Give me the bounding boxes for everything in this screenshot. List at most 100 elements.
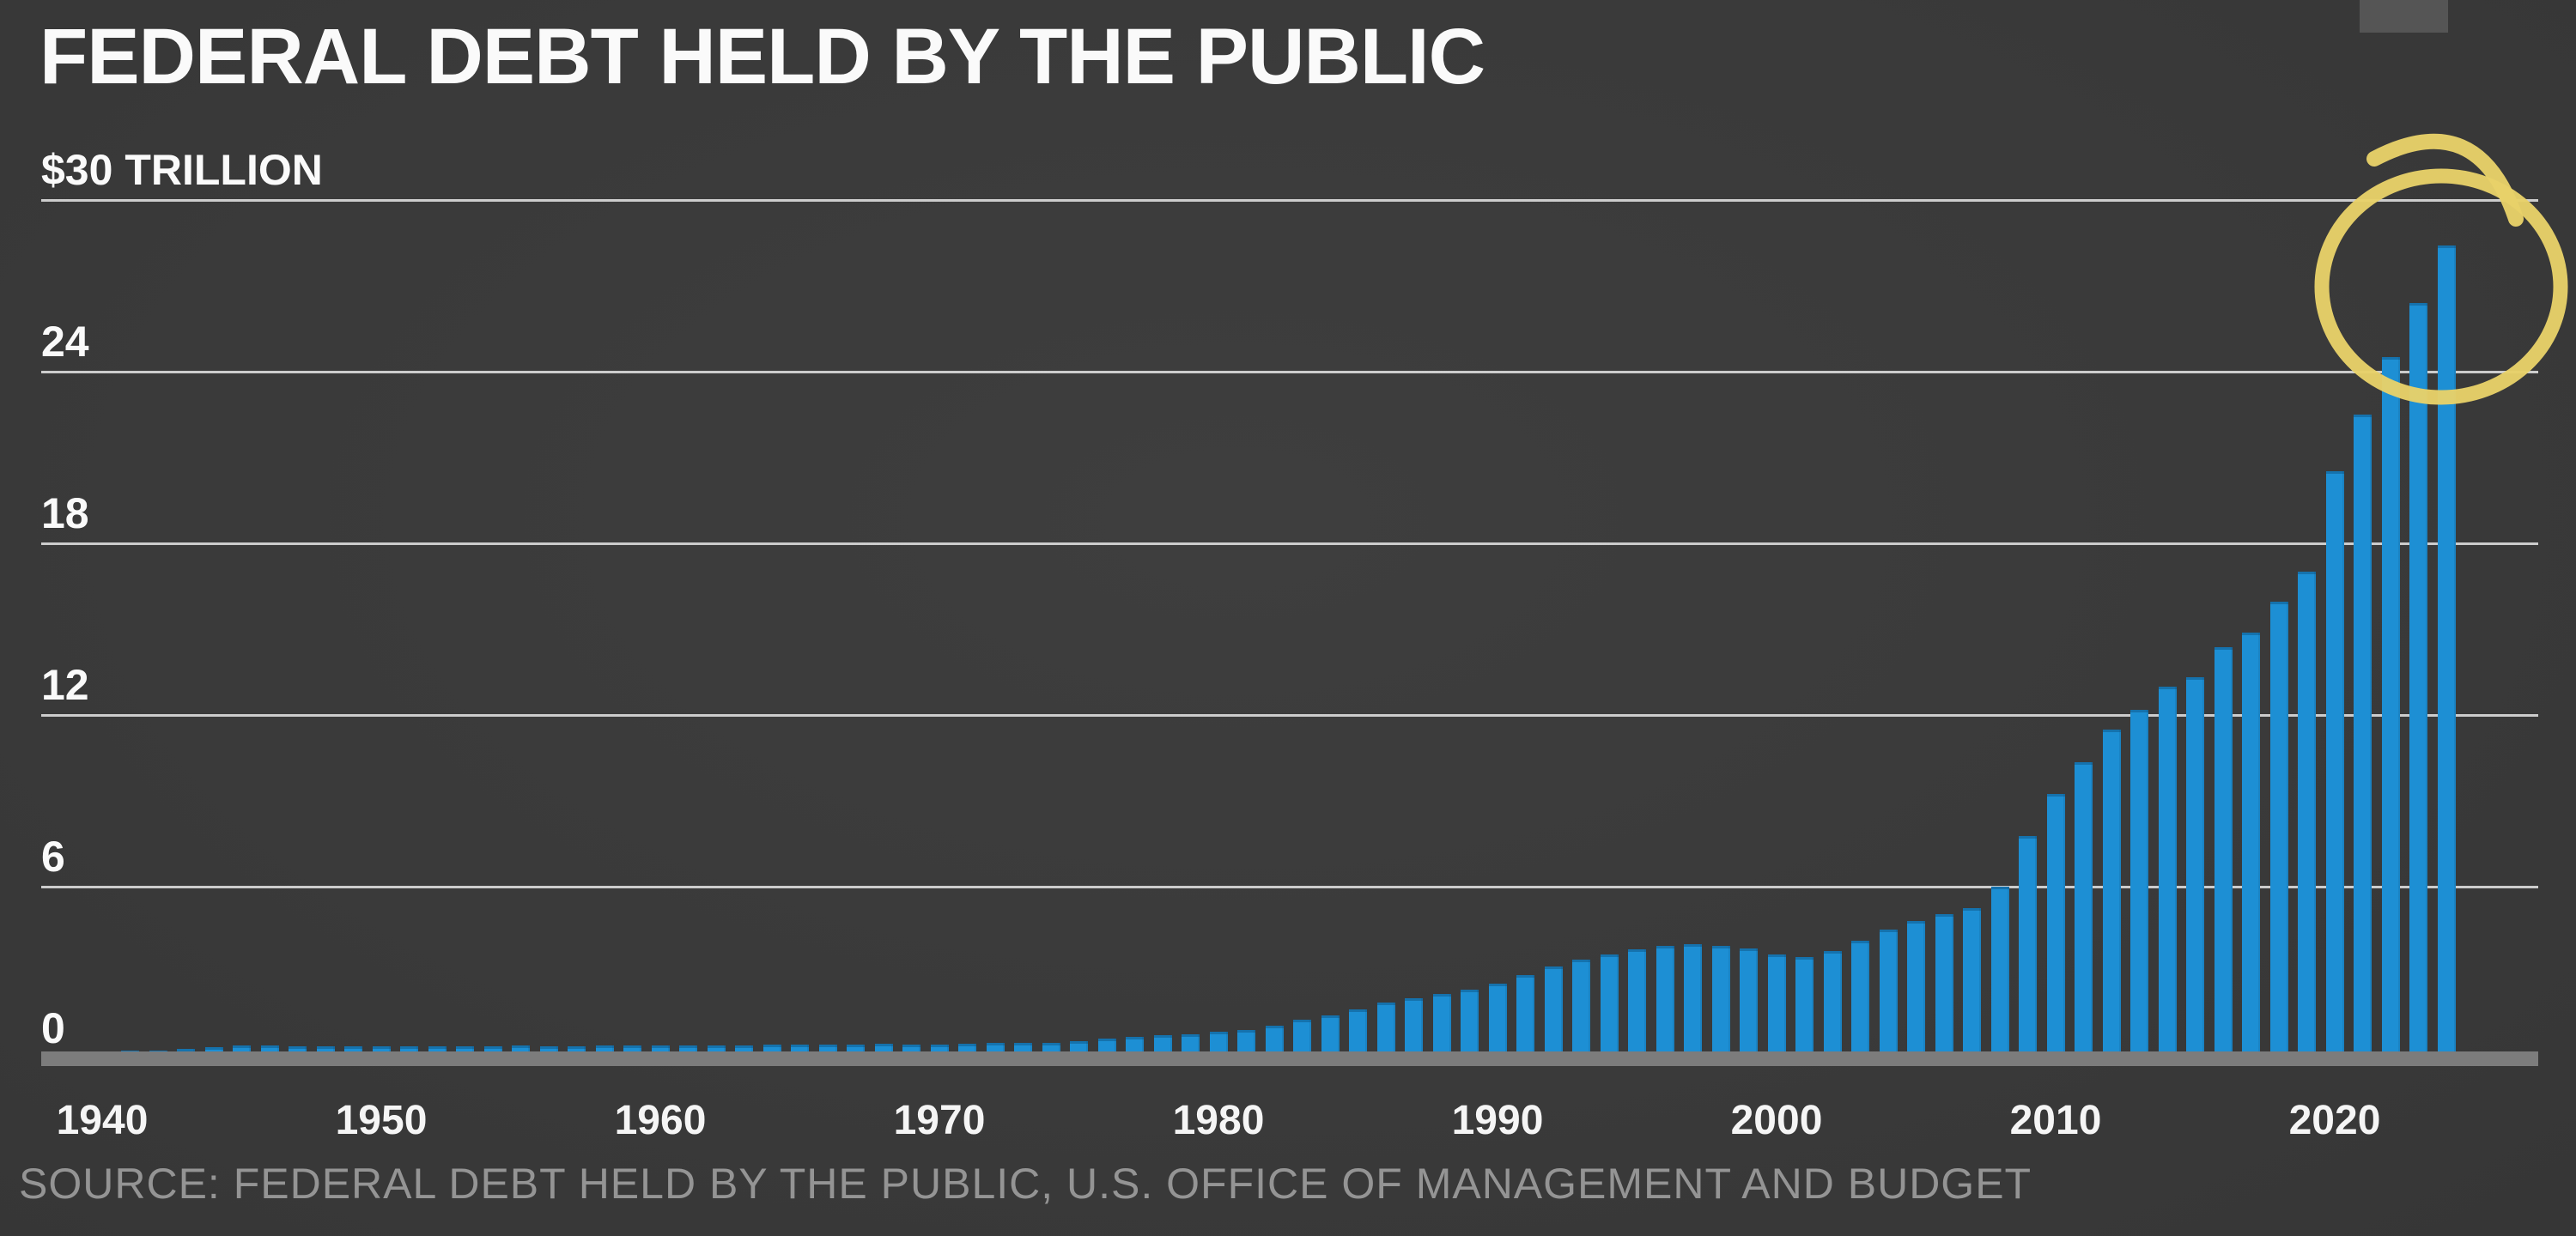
bar-1961 xyxy=(679,1045,697,1052)
bar-1962 xyxy=(707,1045,726,1052)
bar-2016 xyxy=(2214,647,2233,1052)
bar-1983 xyxy=(1293,1020,1311,1052)
bar-1949 xyxy=(344,1046,362,1052)
bar-1982 xyxy=(1265,1026,1284,1052)
bar-1970 xyxy=(930,1045,949,1052)
bar-2001 xyxy=(1795,957,1814,1052)
gridline-12 xyxy=(41,713,2538,717)
x-axis-label-1960: 1960 xyxy=(614,1098,707,1143)
bar-2003 xyxy=(1851,941,1869,1052)
bar-2009 xyxy=(2019,836,2037,1052)
bar-1954 xyxy=(483,1046,502,1052)
bar-1979 xyxy=(1182,1034,1200,1052)
bar-1968 xyxy=(874,1044,893,1052)
bar-2000 xyxy=(1767,954,1786,1052)
bar-1980 xyxy=(1209,1032,1228,1052)
bar-1999 xyxy=(1740,948,1758,1052)
bar-2010 xyxy=(2046,794,2065,1052)
bar-1959 xyxy=(623,1045,641,1052)
bar-1960 xyxy=(651,1045,670,1052)
bar-1986 xyxy=(1376,1003,1395,1052)
bar-2021 xyxy=(2354,415,2372,1052)
bar-1989 xyxy=(1461,990,1479,1052)
bar-1998 xyxy=(1711,946,1730,1052)
bar-1993 xyxy=(1572,960,1590,1052)
y-axis-label-12: 12 xyxy=(41,661,89,709)
bar-1973 xyxy=(1014,1043,1032,1052)
gridline-24 xyxy=(41,370,2538,373)
source-caption: SOURCE: FEDERAL DEBT HELD BY THE PUBLIC,… xyxy=(19,1160,2032,1208)
y-axis-label-30: $30 TRILLION xyxy=(41,146,323,194)
bar-1969 xyxy=(902,1045,920,1052)
bar-1975 xyxy=(1070,1041,1088,1052)
x-axis-label-1970: 1970 xyxy=(893,1098,986,1143)
gridline-18 xyxy=(41,542,2538,545)
bar-1950 xyxy=(372,1046,391,1052)
bar-1990 xyxy=(1488,984,1507,1052)
top-right-rectangle xyxy=(2360,0,2448,33)
bar-2006 xyxy=(1935,914,1953,1052)
bar-2023 xyxy=(2409,303,2427,1052)
bar-2012 xyxy=(2102,730,2121,1052)
bar-1965 xyxy=(791,1045,809,1052)
bar-1994 xyxy=(1600,954,1619,1052)
bar-2024 xyxy=(2437,245,2456,1052)
bar-1995 xyxy=(1628,949,1646,1052)
x-axis-label-2020: 2020 xyxy=(2288,1098,2381,1143)
y-axis-label-18: 18 xyxy=(41,489,89,537)
x-axis-label-2010: 2010 xyxy=(2009,1098,2102,1143)
bar-1943 xyxy=(177,1049,195,1052)
bar-1958 xyxy=(595,1045,614,1052)
bar-1944 xyxy=(204,1047,223,1052)
bar-1985 xyxy=(1349,1009,1367,1052)
bar-2015 xyxy=(2186,677,2204,1052)
bar-1946 xyxy=(260,1045,279,1052)
bar-1972 xyxy=(986,1043,1005,1052)
bar-1951 xyxy=(400,1046,418,1052)
bar-1945 xyxy=(233,1045,251,1052)
bar-2011 xyxy=(2075,762,2093,1052)
bar-2014 xyxy=(2158,687,2177,1052)
x-axis-label-1990: 1990 xyxy=(1451,1098,1544,1143)
bar-1996 xyxy=(1656,946,1674,1052)
bar-2020 xyxy=(2325,471,2344,1052)
y-axis-label-6: 6 xyxy=(41,833,65,881)
bar-1953 xyxy=(456,1046,474,1052)
bar-2013 xyxy=(2130,710,2148,1052)
bar-1988 xyxy=(1432,994,1451,1052)
bar-1984 xyxy=(1321,1015,1340,1052)
bar-1956 xyxy=(539,1046,558,1052)
bar-1967 xyxy=(847,1045,865,1052)
x-axis-label-2000: 2000 xyxy=(1730,1098,1823,1143)
highlight-circle-tail-icon xyxy=(2366,133,2524,227)
y-axis-label-24: 24 xyxy=(41,318,89,366)
bar-2019 xyxy=(2298,572,2316,1052)
gridline-6 xyxy=(41,885,2538,888)
bar-1981 xyxy=(1237,1030,1255,1052)
bar-1992 xyxy=(1544,966,1563,1052)
bar-1987 xyxy=(1405,998,1423,1052)
x-axis-line xyxy=(41,1051,2538,1066)
y-axis-label-0: 0 xyxy=(41,1004,65,1052)
bar-1955 xyxy=(512,1045,530,1052)
bar-1974 xyxy=(1042,1043,1060,1052)
bar-2007 xyxy=(1963,908,1981,1052)
bar-1997 xyxy=(1684,944,1702,1052)
bar-1957 xyxy=(568,1046,586,1052)
x-axis-label-1980: 1980 xyxy=(1172,1098,1265,1143)
bar-1948 xyxy=(316,1046,335,1052)
x-axis-label-1950: 1950 xyxy=(335,1098,428,1143)
bar-1978 xyxy=(1153,1035,1172,1052)
bar-2017 xyxy=(2242,633,2260,1052)
bar-2022 xyxy=(2381,357,2400,1052)
chart-title: FEDERAL DEBT HELD BY THE PUBLIC xyxy=(39,13,1485,100)
bar-2004 xyxy=(1879,930,1898,1052)
x-axis-label-1940: 1940 xyxy=(56,1098,149,1143)
bar-1976 xyxy=(1097,1039,1116,1052)
bar-1966 xyxy=(818,1045,837,1052)
gridline-30 xyxy=(41,198,2538,202)
bar-2005 xyxy=(1907,921,1925,1052)
bar-1952 xyxy=(428,1046,447,1052)
bar-1977 xyxy=(1126,1037,1144,1052)
